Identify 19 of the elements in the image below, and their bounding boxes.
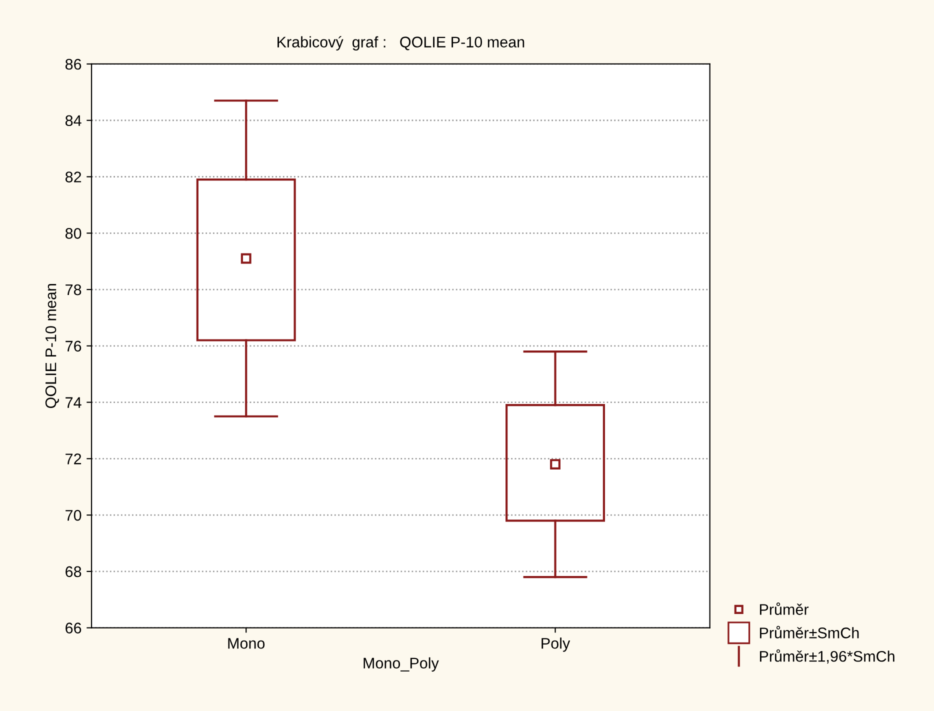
y-tick-label: 74: [66, 397, 82, 408]
y-tick-label: 82: [65, 172, 82, 182]
y-tick-label: 80: [65, 228, 82, 239]
text: Průměr±SmCh: [760, 626, 859, 638]
y-tick-label: 72: [66, 454, 82, 464]
text: Průměr: [760, 602, 809, 615]
y-tick-label: 68: [66, 566, 82, 578]
y-tick-label: 70: [66, 510, 82, 521]
y-tick-label: 78: [66, 284, 82, 296]
y-tick-label: 86: [65, 58, 82, 70]
x-tick-label: Mono: [228, 638, 265, 649]
x-tick-label: Poly: [542, 638, 570, 652]
y-tick-label: 84: [65, 115, 82, 126]
y-tick-label: 66: [66, 622, 82, 634]
y-tick-label: 76: [66, 340, 82, 352]
chart-title: Krabicový graf : QOLIE P-10 mean: [278, 36, 524, 50]
y-axis-title: QOLIE P-10 mean: [45, 284, 59, 408]
text: Průměr±1,96*SmCh: [760, 649, 894, 664]
x-axis-title: Mono_Poly: [364, 657, 439, 672]
